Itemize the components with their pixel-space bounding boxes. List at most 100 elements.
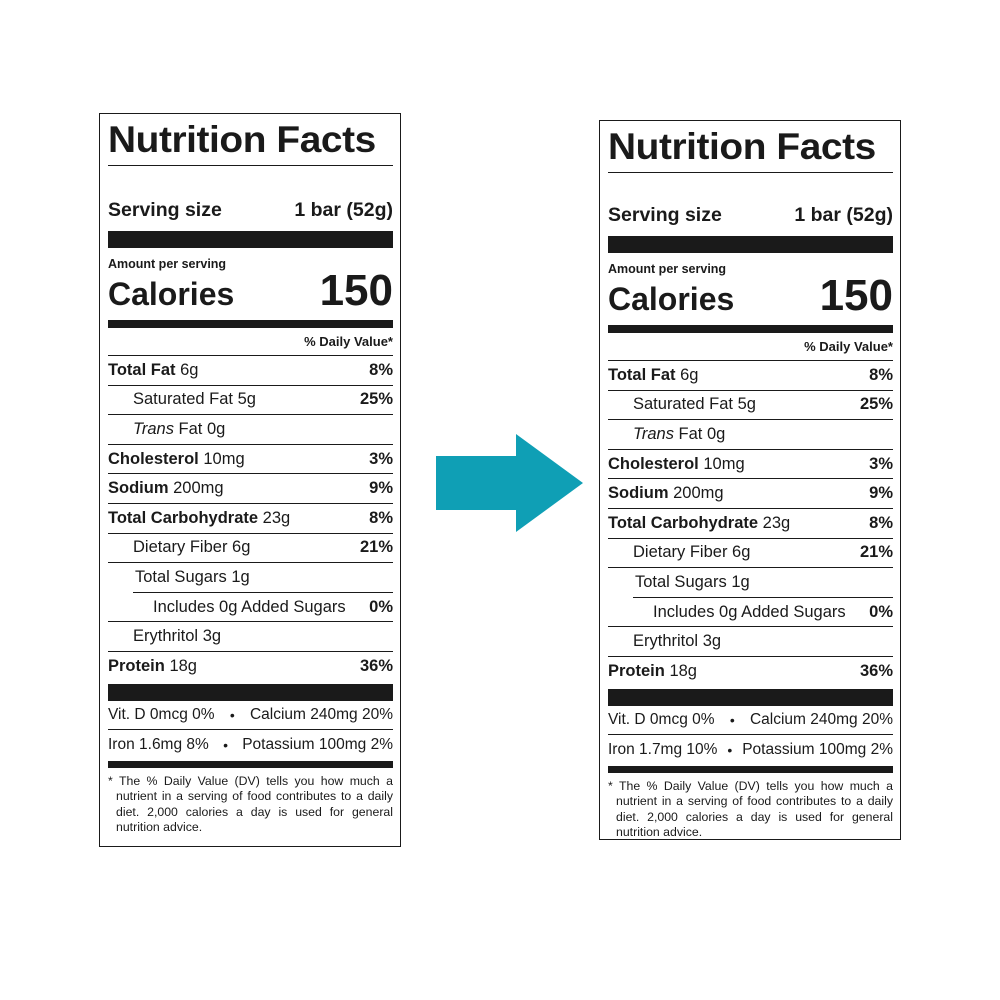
nutrient-amount: 6g [680, 365, 699, 384]
calories-row: Calories 150 [108, 269, 393, 313]
nutrient-name: Total Carbohydrate [608, 513, 759, 532]
calories-value: 150 [319, 266, 393, 315]
potassium: Potassium 100mg 2% [242, 735, 393, 753]
nutrient-row-protein: Protein 18g 36% [108, 652, 393, 682]
iron: Iron 1.6mg 8% [108, 735, 209, 753]
nutrient-name: Includes 0g Added Sugars [653, 602, 846, 621]
serving-size-label: Serving size [608, 204, 722, 226]
nutrient-name: Trans [633, 424, 674, 443]
nutrient-name: Total Fat [608, 365, 676, 384]
medium-bar [108, 760, 393, 768]
bullet-dot: • [223, 736, 228, 753]
nutrient-amount: 6g [732, 543, 751, 562]
calories-label: Calories [108, 276, 235, 312]
nutrient-amount: 23g [262, 508, 291, 527]
calories-value: 150 [819, 271, 893, 320]
nutrient-amount: 200mg [173, 479, 224, 498]
nutrient-name: Erythritol [133, 627, 199, 646]
thick-bar [608, 236, 893, 253]
bullet-dot: • [229, 706, 235, 723]
nutrient-row-dietary-fiber: Dietary Fiber 6g 21% [608, 539, 893, 569]
nutrient-dv: 3% [869, 454, 893, 473]
divider [608, 172, 893, 173]
nutrient-row-total-fat: Total Fat 6g 8% [608, 361, 893, 391]
nutrient-amount: 1g [231, 567, 250, 586]
nutrient-row-total-sugars: Total Sugars 1g [633, 568, 893, 598]
nutrient-dv: 25% [859, 395, 893, 414]
nutrient-amount: 5g [237, 390, 256, 409]
nutrient-row-saturated-fat: Saturated Fat 5g 25% [608, 391, 893, 421]
nutrient-row-sodium: Sodium 200mg 9% [108, 474, 393, 504]
potassium: Potassium 100mg 2% [742, 740, 893, 758]
nutrient-amount: 18g [169, 657, 197, 676]
nutrient-row-trans-fat: Trans Fat 0g [108, 415, 393, 445]
nutrient-row-trans-fat: Trans Fat 0g [608, 420, 893, 450]
nutrient-name: Dietary Fiber [133, 538, 228, 557]
calcium: Calcium 240mg 20% [249, 705, 393, 723]
nutrient-name: Sodium [108, 479, 169, 498]
vitamin-row-2: Iron 1.6mg 8% • Potassium 100mg 2% [108, 730, 393, 760]
label-title: Nutrition Facts [608, 126, 876, 167]
nutrient-amount: 3g [702, 632, 722, 651]
thick-bar [608, 688, 893, 706]
thick-bar [108, 231, 393, 248]
vitamin-row-2: Iron 1.7mg 10% • Potassium 100mg 2% [608, 735, 893, 765]
nutrient-row-total-sugars: Total Sugars 1g [133, 563, 393, 593]
nutrient-name: Total Carbohydrate [108, 508, 259, 527]
serving-size: Serving size 1 bar (52g) [608, 203, 893, 227]
arrow-right-icon [436, 434, 583, 532]
label-title: Nutrition Facts [108, 119, 376, 160]
nutrient-row-added-sugars: Includes 0g Added Sugars 0% [608, 598, 893, 628]
nutrient-dv: 8% [369, 508, 393, 527]
serving-size: Serving size 1 bar (52g) [108, 198, 393, 222]
nutrient-row-erythritol: Erythritol 3g [608, 627, 893, 657]
nutrient-row-total-carbohydrate: Total Carbohydrate 23g 8% [608, 509, 893, 539]
nutrient-dv: 25% [359, 390, 393, 409]
nutrient-dv: 9% [869, 484, 893, 503]
nutrient-name: Total Sugars [135, 567, 227, 586]
nutrient-name: Total Sugars [635, 572, 727, 591]
medium-bar [108, 320, 393, 328]
nutrient-dv: 8% [869, 365, 893, 384]
nutrient-row-protein: Protein 18g 36% [608, 657, 893, 687]
vitamin-d: Vit. D 0mcg 0% [108, 705, 215, 723]
nutrient-dv: 21% [359, 538, 393, 557]
nutrient-dv: 3% [369, 449, 393, 468]
nutrient-amount: 1g [731, 572, 750, 591]
nutrient-amount: 6g [180, 360, 199, 379]
nutrient-dv: 0% [869, 602, 893, 621]
nutrient-dv: 21% [859, 543, 893, 562]
arrow-shape [436, 434, 583, 532]
serving-size-value: 1 bar (52g) [794, 204, 893, 226]
thick-bar [108, 683, 393, 701]
nutrient-dv: 9% [369, 479, 393, 498]
iron: Iron 1.7mg 10% [608, 740, 718, 758]
nutrient-amount: Fat 0g [178, 419, 226, 438]
nutrient-name: Includes 0g Added Sugars [153, 597, 346, 616]
serving-size-label: Serving size [108, 199, 222, 221]
nutrient-dv: 8% [869, 513, 893, 532]
nutrient-name: Cholesterol [608, 454, 699, 473]
divider [108, 165, 393, 166]
bullet-dot: • [727, 741, 733, 758]
footnote: * The % Daily Value (DV) tells you how m… [108, 773, 393, 835]
bullet-dot: • [729, 711, 735, 728]
nutrient-amount: 18g [669, 662, 697, 681]
vitamin-d: Vit. D 0mcg 0% [608, 710, 715, 728]
nutrition-label-after: Nutrition Facts Serving size 1 bar (52g)… [599, 120, 901, 840]
amount-per-serving: Amount per serving [608, 262, 727, 276]
nutrient-name: Trans [133, 419, 174, 438]
nutrient-amount: 200mg [673, 484, 724, 503]
medium-bar [608, 765, 893, 773]
nutrient-amount: 3g [202, 627, 222, 646]
nutrient-name: Protein [108, 657, 165, 676]
amount-per-serving: Amount per serving [108, 257, 227, 271]
nutrient-row-total-carbohydrate: Total Carbohydrate 23g 8% [108, 504, 393, 534]
nutrient-amount: 10mg [203, 449, 245, 468]
footnote: * The % Daily Value (DV) tells you how m… [608, 778, 893, 840]
medium-bar [608, 325, 893, 333]
nutrient-row-cholesterol: Cholesterol 10mg 3% [108, 445, 393, 475]
nutrient-amount: 6g [232, 538, 251, 557]
nutrient-amount: 5g [737, 395, 756, 414]
nutrient-name: Total Fat [108, 360, 176, 379]
